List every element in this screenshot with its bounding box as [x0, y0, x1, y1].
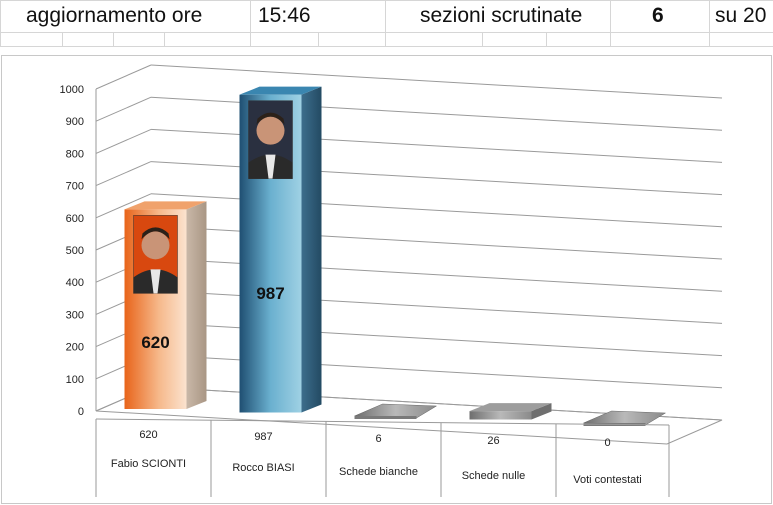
bar-side: [301, 86, 322, 413]
sheet-col-line: [113, 32, 114, 47]
sheet-row-line: [0, 0, 773, 1]
bar-side: [186, 201, 207, 409]
y-tick-label: 500: [66, 245, 84, 257]
bar-front: [469, 411, 532, 420]
sheet-col-line: [164, 32, 165, 47]
bar-top: [239, 86, 322, 95]
bar-2: [354, 403, 438, 419]
gridline-depth: [95, 128, 152, 154]
candidate-photo-icon: [133, 215, 178, 294]
sections-label: sezioni scrutinate: [420, 4, 583, 27]
data-table: 620 Fabio SCIONTI 987 Rocco BIASI 6 Schede bi…: [95, 418, 670, 497]
y-tick-label: 900: [66, 116, 84, 128]
y-tick-label: 1000: [60, 84, 84, 96]
bar-top: [124, 201, 207, 210]
sheet-col-line: [62, 32, 63, 47]
y-tick-label: 0: [78, 406, 84, 418]
sheet-col-line: [385, 0, 386, 47]
sheet-col-line: [250, 0, 251, 47]
candidate-photo-icon: [248, 100, 293, 179]
y-tick-label: 300: [66, 309, 84, 321]
y-tick-label: 600: [66, 213, 84, 225]
y-tick-label: 800: [66, 148, 84, 160]
bar-top: [469, 403, 552, 412]
gridline-depth: [95, 96, 152, 122]
sheet-col-line: [482, 32, 483, 47]
gridline-depth: [95, 161, 152, 187]
bars: 620 987: [124, 86, 667, 426]
sheet-row-line: [0, 46, 773, 47]
chart-frame: [1, 55, 772, 504]
table-value: 0: [604, 437, 610, 449]
bar-3: [469, 403, 552, 420]
table-value: 6: [375, 433, 381, 445]
sections-total: su 20: [715, 4, 767, 27]
photo-shirt: [265, 154, 276, 179]
table-value: 987: [254, 431, 272, 443]
photo-hair: [256, 112, 285, 125]
sheet-col-line: [546, 32, 547, 47]
update-time: 15:46: [258, 4, 311, 27]
gridline-depth: [95, 193, 152, 219]
sheet-col-line: [318, 32, 319, 47]
bar-0: 620: [124, 201, 207, 409]
update-label: aggiornamento ore: [26, 4, 203, 27]
sheet-col-line: [709, 0, 710, 47]
y-tick-label: 700: [66, 181, 84, 193]
bar-value-label: 620: [141, 333, 169, 352]
bar-slab-edge: [354, 416, 417, 419]
table-value: 620: [139, 429, 157, 441]
category-label: Voti contestati: [573, 474, 642, 486]
photo-face: [141, 231, 170, 260]
sheet-col-line: [0, 0, 1, 47]
y-axis: 0 100 200 300 400 500 600 700 800 900 1000: [60, 84, 97, 418]
sheet-row-line: [0, 32, 773, 33]
y-tick-label: 100: [66, 374, 84, 386]
y-tick-label: 400: [66, 277, 84, 289]
category-label: Schede nulle: [462, 470, 526, 482]
photo-hair: [141, 227, 170, 240]
bar-side: [531, 403, 552, 420]
gridline: [150, 64, 723, 99]
category-label: Fabio SCIONTI: [111, 458, 186, 470]
gridline-depth: [95, 64, 152, 90]
sheet-col-line: [610, 0, 611, 47]
photo-shirt: [150, 269, 161, 294]
table-top-line: [95, 418, 670, 426]
sections-count: 6: [652, 4, 664, 27]
bar-1: 987: [239, 86, 322, 413]
photo-face: [256, 116, 285, 145]
category-label: Schede bianche: [339, 466, 418, 478]
category-label: Rocco BIASI: [232, 462, 294, 474]
table-value: 26: [487, 435, 499, 447]
y-tick-label: 200: [66, 342, 84, 354]
bar-value-label: 987: [256, 284, 284, 303]
